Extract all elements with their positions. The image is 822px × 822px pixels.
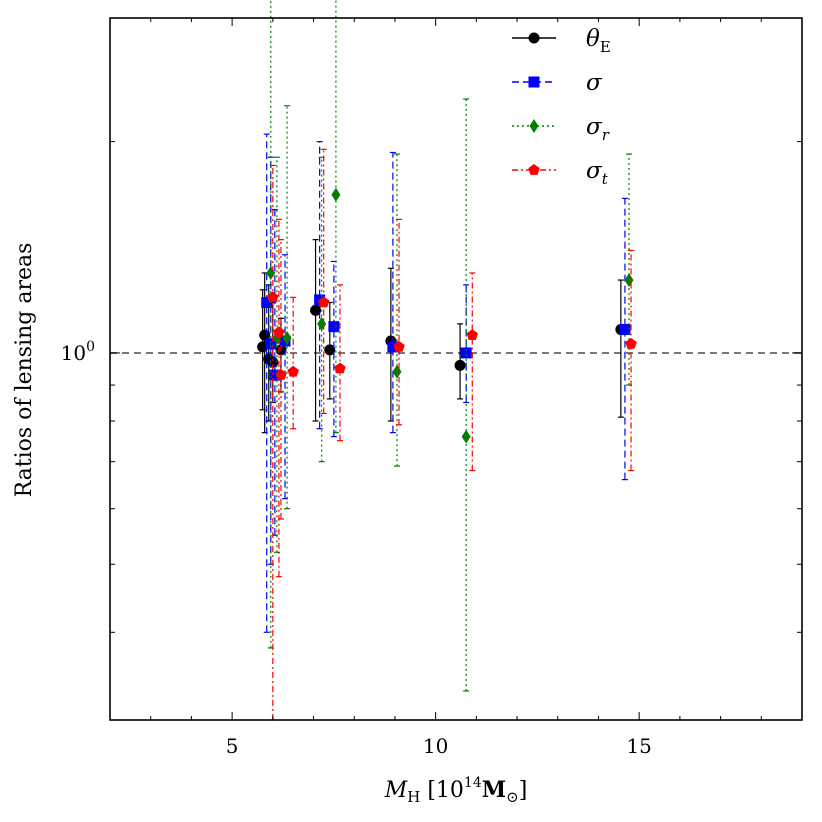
data-point <box>266 265 276 280</box>
data-point <box>269 369 281 381</box>
data-point <box>625 337 637 349</box>
legend-label: θE <box>586 26 611 56</box>
x-tick-label: 10 <box>423 734 448 758</box>
data-point <box>460 347 472 359</box>
series-sigma_t <box>267 148 637 721</box>
x-axis-label: MH [1014M⊙] <box>384 775 528 806</box>
data-point <box>310 304 322 316</box>
y-axis-label: Ratios of lensing areas <box>12 243 37 498</box>
legend-marker <box>528 32 540 44</box>
data-point <box>624 273 634 288</box>
legend-entry-sigma_t: σt <box>512 158 609 188</box>
data-point <box>387 341 399 353</box>
data-point <box>466 329 478 341</box>
legend-marker <box>528 164 540 175</box>
data-point <box>282 331 292 346</box>
legend-label: σ <box>586 70 603 96</box>
data-point <box>261 296 273 308</box>
series-sigma_r <box>266 0 634 692</box>
data-point <box>461 429 471 444</box>
x-tick-label: 15 <box>626 734 651 758</box>
legend-label: σr <box>586 114 610 144</box>
data-point <box>265 338 277 350</box>
data-point <box>287 365 299 377</box>
data-point <box>317 316 327 331</box>
plot-frame <box>109 17 803 721</box>
legend-entry-theta_E: θE <box>512 26 611 56</box>
data-point <box>393 340 405 352</box>
data-point <box>454 359 466 371</box>
data-point <box>392 364 402 379</box>
data-point <box>273 326 285 338</box>
data-point <box>267 291 279 303</box>
data-point <box>331 187 341 202</box>
data-point <box>619 323 631 335</box>
data-point <box>318 296 330 308</box>
series-theta_E <box>257 239 627 434</box>
legend-marker <box>528 76 540 88</box>
data-point <box>324 344 336 356</box>
y-tick-label: 100 <box>61 339 95 365</box>
data-point <box>267 356 279 368</box>
legend-label: σt <box>586 158 609 188</box>
legend-entry-sigma: σ <box>512 70 603 96</box>
x-tick-label: 5 <box>226 734 239 758</box>
data-point <box>259 329 271 341</box>
data-point <box>334 362 346 374</box>
legend-entry-sigma_r: σr <box>512 114 610 144</box>
data-point <box>328 321 340 333</box>
data-point <box>275 369 287 380</box>
legend-marker <box>529 119 539 133</box>
series-sigma <box>261 133 631 633</box>
